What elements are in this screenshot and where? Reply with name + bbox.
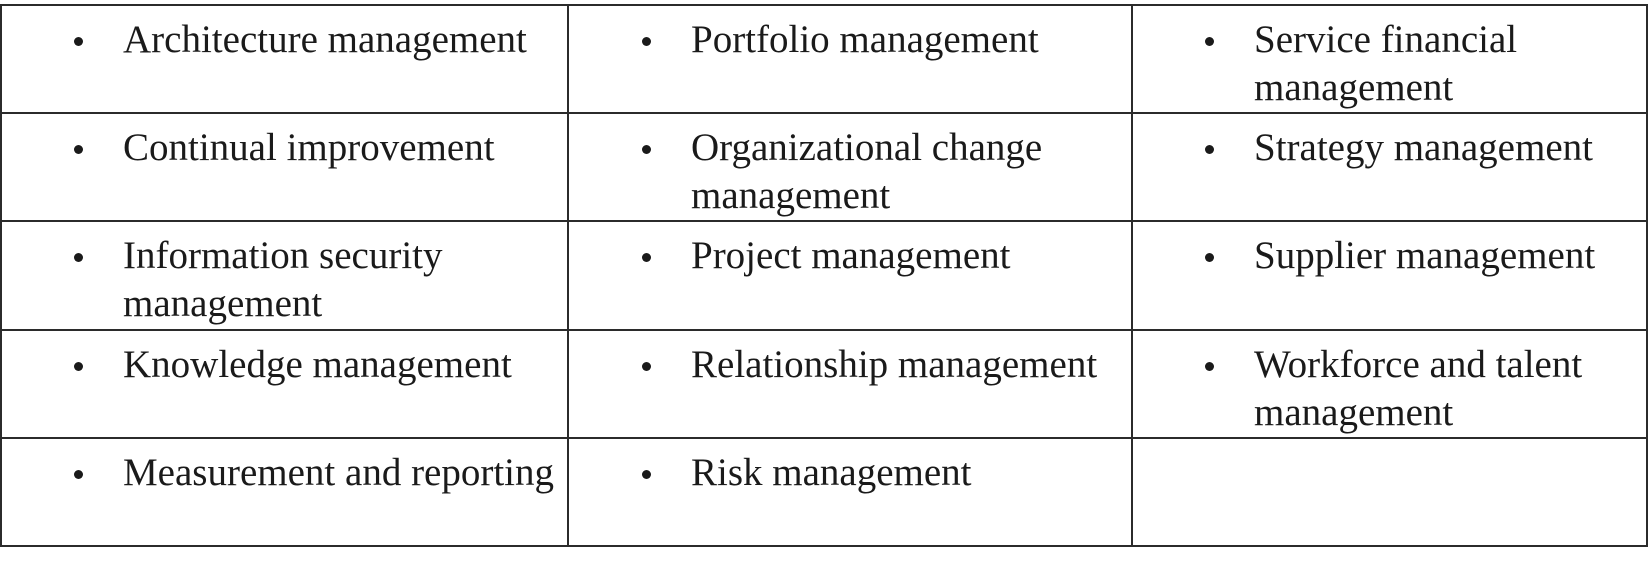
table-cell: Knowledge management <box>0 328 569 439</box>
table-cell: Supplier management <box>1131 220 1648 331</box>
list-item: Measurement and reporting <box>123 450 555 494</box>
table-cell: Information security management <box>0 220 569 331</box>
table-row: Architecture management Portfolio manage… <box>0 3 1648 115</box>
table-row: Measurement and reporting Risk managemen… <box>0 436 1648 548</box>
bullet-icon <box>1205 37 1214 46</box>
bullet-icon <box>642 145 651 155</box>
bullet-icon <box>642 469 651 479</box>
empty-table-cell <box>1131 436 1648 548</box>
bullet-icon <box>642 361 651 371</box>
list-item: Risk management <box>691 450 972 494</box>
bullet-icon <box>642 37 651 46</box>
list-item: Organizational change management <box>691 126 1043 218</box>
bullet-icon <box>74 469 83 479</box>
table-row: Knowledge management Relationship manage… <box>0 328 1648 439</box>
table-cell: Workforce and talent management <box>1131 328 1648 439</box>
list-item: Continual improvement <box>123 126 495 170</box>
list-item: Relationship management <box>691 342 1098 386</box>
bullet-icon <box>74 145 83 155</box>
table-cell: Risk management <box>567 436 1133 548</box>
table-cell: Service financial management <box>1131 3 1648 115</box>
table-cell: Organizational change management <box>567 112 1133 223</box>
bullet-icon <box>74 361 83 371</box>
practices-table: Architecture management Portfolio manage… <box>0 3 1648 548</box>
table-cell: Project management <box>567 220 1133 331</box>
table-cell: Continual improvement <box>0 112 569 223</box>
table-row: Continual improvement Organizational cha… <box>0 112 1648 223</box>
table-cell: Measurement and reporting <box>0 436 569 548</box>
list-item: Workforce and talent management <box>1254 342 1583 434</box>
list-item: Knowledge management <box>123 342 512 386</box>
table-cell: Strategy management <box>1131 112 1648 223</box>
list-item: Project management <box>691 234 1011 278</box>
bullet-icon <box>74 37 83 46</box>
table-row: Information security management Project … <box>0 220 1648 331</box>
list-item: Information security management <box>123 234 443 326</box>
bullet-icon <box>74 253 83 263</box>
bullet-icon <box>642 253 651 263</box>
list-item: Service financial management <box>1254 18 1518 109</box>
bullet-icon <box>1205 145 1214 155</box>
list-item: Architecture management <box>123 18 527 61</box>
list-item: Portfolio management <box>691 18 1039 61</box>
table-cell: Architecture management <box>0 3 569 115</box>
table-cell: Relationship management <box>567 328 1133 439</box>
list-item: Supplier management <box>1254 234 1596 278</box>
bullet-icon <box>1205 361 1214 371</box>
table-cell: Portfolio management <box>567 3 1133 115</box>
list-item: Strategy management <box>1254 126 1593 170</box>
bullet-icon <box>1205 253 1214 263</box>
